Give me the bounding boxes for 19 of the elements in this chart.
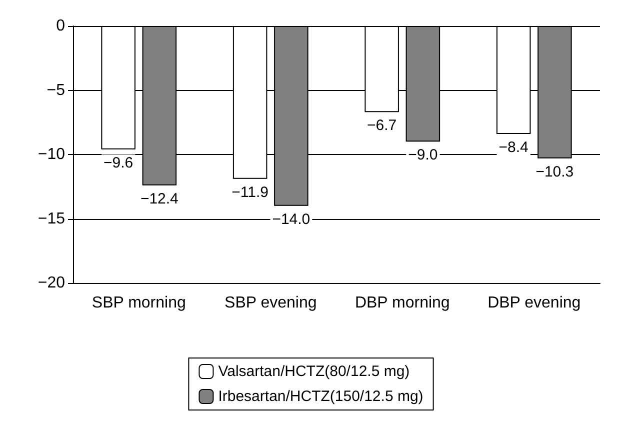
data-label: −14.0 (272, 210, 310, 228)
data-label: −11.9 (232, 184, 268, 201)
data-label: −10.3 (536, 163, 574, 180)
x-tick-label: SBP morning (92, 294, 186, 312)
legend-label: Valsartan/HCTZ(80/12.5 mg) (218, 363, 410, 380)
x-tick-label: SBP evening (224, 294, 317, 312)
y-tick-label: −15 (38, 210, 66, 228)
x-tick-label: DBP morning (354, 294, 450, 312)
legend-label: Irbesartan/HCTZ(150/12.5 mg) (218, 388, 424, 405)
data-label: −6.7 (367, 117, 397, 134)
data-label: −8.4 (498, 138, 528, 156)
y-tick-label: −5 (46, 82, 66, 99)
y-tick-label: −20 (38, 274, 66, 292)
y-tick-label: −10 (38, 146, 66, 163)
data-label: −12.4 (140, 190, 178, 208)
y-tick-label: 0 (56, 18, 66, 34)
data-label: −9.0 (408, 146, 438, 164)
data-label: −9.6 (104, 154, 134, 172)
x-tick-label: DBP evening (488, 294, 581, 312)
